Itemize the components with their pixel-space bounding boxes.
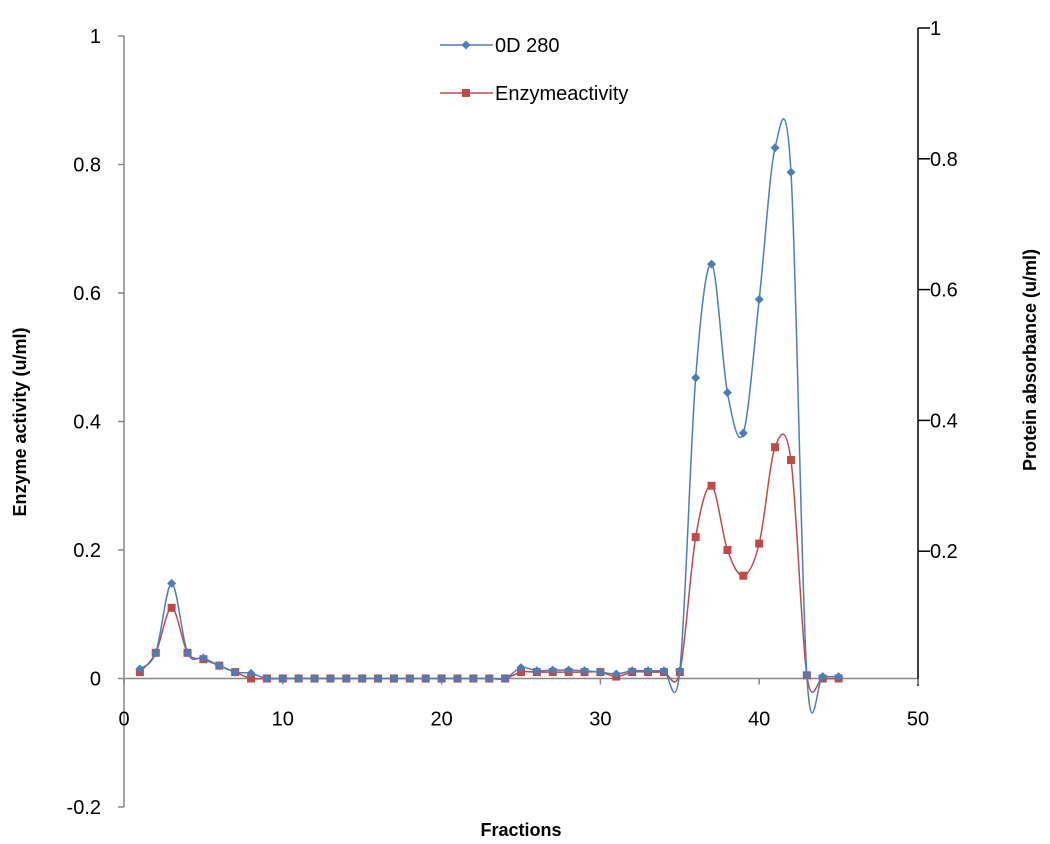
series-od280-point — [834, 672, 844, 682]
series-od280-point — [246, 668, 256, 678]
legend-enzyme-marker — [462, 89, 470, 97]
series-od280-point — [659, 666, 669, 676]
series-od280-point — [437, 674, 447, 683]
series-od280-point — [580, 666, 590, 676]
series-od280-point — [611, 669, 621, 679]
y-axis-right-title: Protein absorbance (u/ml) — [1020, 249, 1040, 471]
x-axis-title: Fractions — [480, 820, 561, 840]
series-od280-point — [707, 259, 717, 269]
series-enzyme-point — [247, 674, 256, 683]
series-od280-point — [770, 143, 780, 153]
series-od280-point — [278, 674, 288, 683]
series-od280-point — [167, 578, 177, 588]
series-od280-point — [310, 674, 320, 683]
series-od280-point — [214, 661, 224, 671]
x-tick-label: 0 — [118, 709, 129, 731]
y-axis-left-title: Enzyme activity (u/ml) — [10, 327, 30, 516]
series-od280-point — [389, 674, 399, 683]
series-od280-point — [325, 674, 335, 683]
x-tick-label: 10 — [272, 709, 294, 731]
legend: 0D 280 Enzymeactivity — [440, 35, 628, 105]
y-left-tick-label: 0.6 — [73, 283, 101, 305]
series-od280-point — [802, 670, 812, 680]
series-od280-point — [691, 373, 701, 383]
series-enzyme-point — [755, 539, 764, 548]
y-right-tick-label: 0.4 — [930, 410, 958, 432]
series-enzyme-line — [139, 433, 839, 693]
legend-enzyme-label: Enzymeactivity — [495, 83, 628, 105]
series-od280-point — [405, 674, 415, 683]
y-left-tick-label: 0.4 — [73, 412, 101, 434]
series-od280-point — [262, 674, 272, 683]
series-od280-point — [643, 666, 653, 676]
series-od280-point — [548, 665, 558, 675]
series-od280-point — [341, 674, 351, 683]
series-od280-point — [357, 674, 367, 683]
ticks-group: 0 10 20 30 40 50 -0.2 0 0.2 0.4 0.6 0.8 1 0.2 0.4 0.6 0.… — [67, 18, 958, 819]
series-enzyme-point — [707, 481, 716, 490]
series-enzyme-point — [723, 546, 732, 554]
series-od280-point — [151, 648, 161, 658]
series-od280-point — [516, 663, 526, 673]
series-od280-point — [627, 666, 637, 676]
x-tick-label: 40 — [748, 709, 770, 731]
y-right-tick-label: 0.2 — [930, 541, 958, 563]
series-od280-point — [484, 674, 494, 683]
series-enzyme-point — [739, 571, 748, 580]
series-od280-point — [452, 674, 462, 683]
x-tick-label: 20 — [430, 709, 452, 731]
series-od280-point — [421, 674, 431, 683]
series-od280-point — [183, 648, 193, 658]
legend-od280-label: 0D 280 — [495, 35, 560, 57]
y-right-tick-label: 0.6 — [930, 280, 958, 302]
series-od280-point — [373, 674, 383, 683]
series-od280-point — [198, 653, 208, 663]
y-left-tick-label: 0.8 — [73, 155, 101, 177]
series-od280-line — [139, 118, 839, 714]
series-enzyme-point — [167, 603, 176, 612]
y-left-tick-label: 0.2 — [73, 540, 101, 562]
series-od280-point — [754, 294, 764, 304]
series-enzyme-point — [691, 533, 700, 542]
series-od280-point — [564, 665, 574, 675]
x-tick-label: 30 — [589, 709, 611, 731]
y-left-tick-label: 0 — [90, 669, 101, 691]
series-od280-point — [230, 667, 240, 677]
series-enzyme-point — [771, 443, 780, 452]
legend-item-od280: 0D 280 — [440, 35, 560, 57]
series-od280-point — [675, 666, 685, 676]
series-od280-point — [818, 672, 828, 682]
series-layer — [135, 118, 844, 714]
legend-item-enzyme: Enzymeactivity — [440, 83, 628, 105]
legend-od280-marker — [461, 40, 471, 50]
series-od280-point — [786, 167, 796, 177]
y-right-tick-label: 0.8 — [930, 149, 958, 171]
y-left-tick-label: 1 — [90, 26, 101, 48]
series-od280-point — [500, 674, 510, 683]
series-od280-point — [532, 666, 542, 676]
series-od280-point — [135, 664, 145, 674]
series-od280-point — [595, 667, 605, 677]
y-right-tick-label: 1 — [930, 18, 941, 40]
series-od280-point — [738, 428, 748, 438]
series-od280-point — [294, 674, 304, 683]
series-od280-point — [722, 388, 732, 398]
series-enzyme-point — [786, 456, 795, 465]
y-left-tick-label: -0.2 — [67, 797, 101, 819]
series-od280-point — [468, 674, 478, 683]
x-tick-label: 50 — [907, 709, 929, 731]
